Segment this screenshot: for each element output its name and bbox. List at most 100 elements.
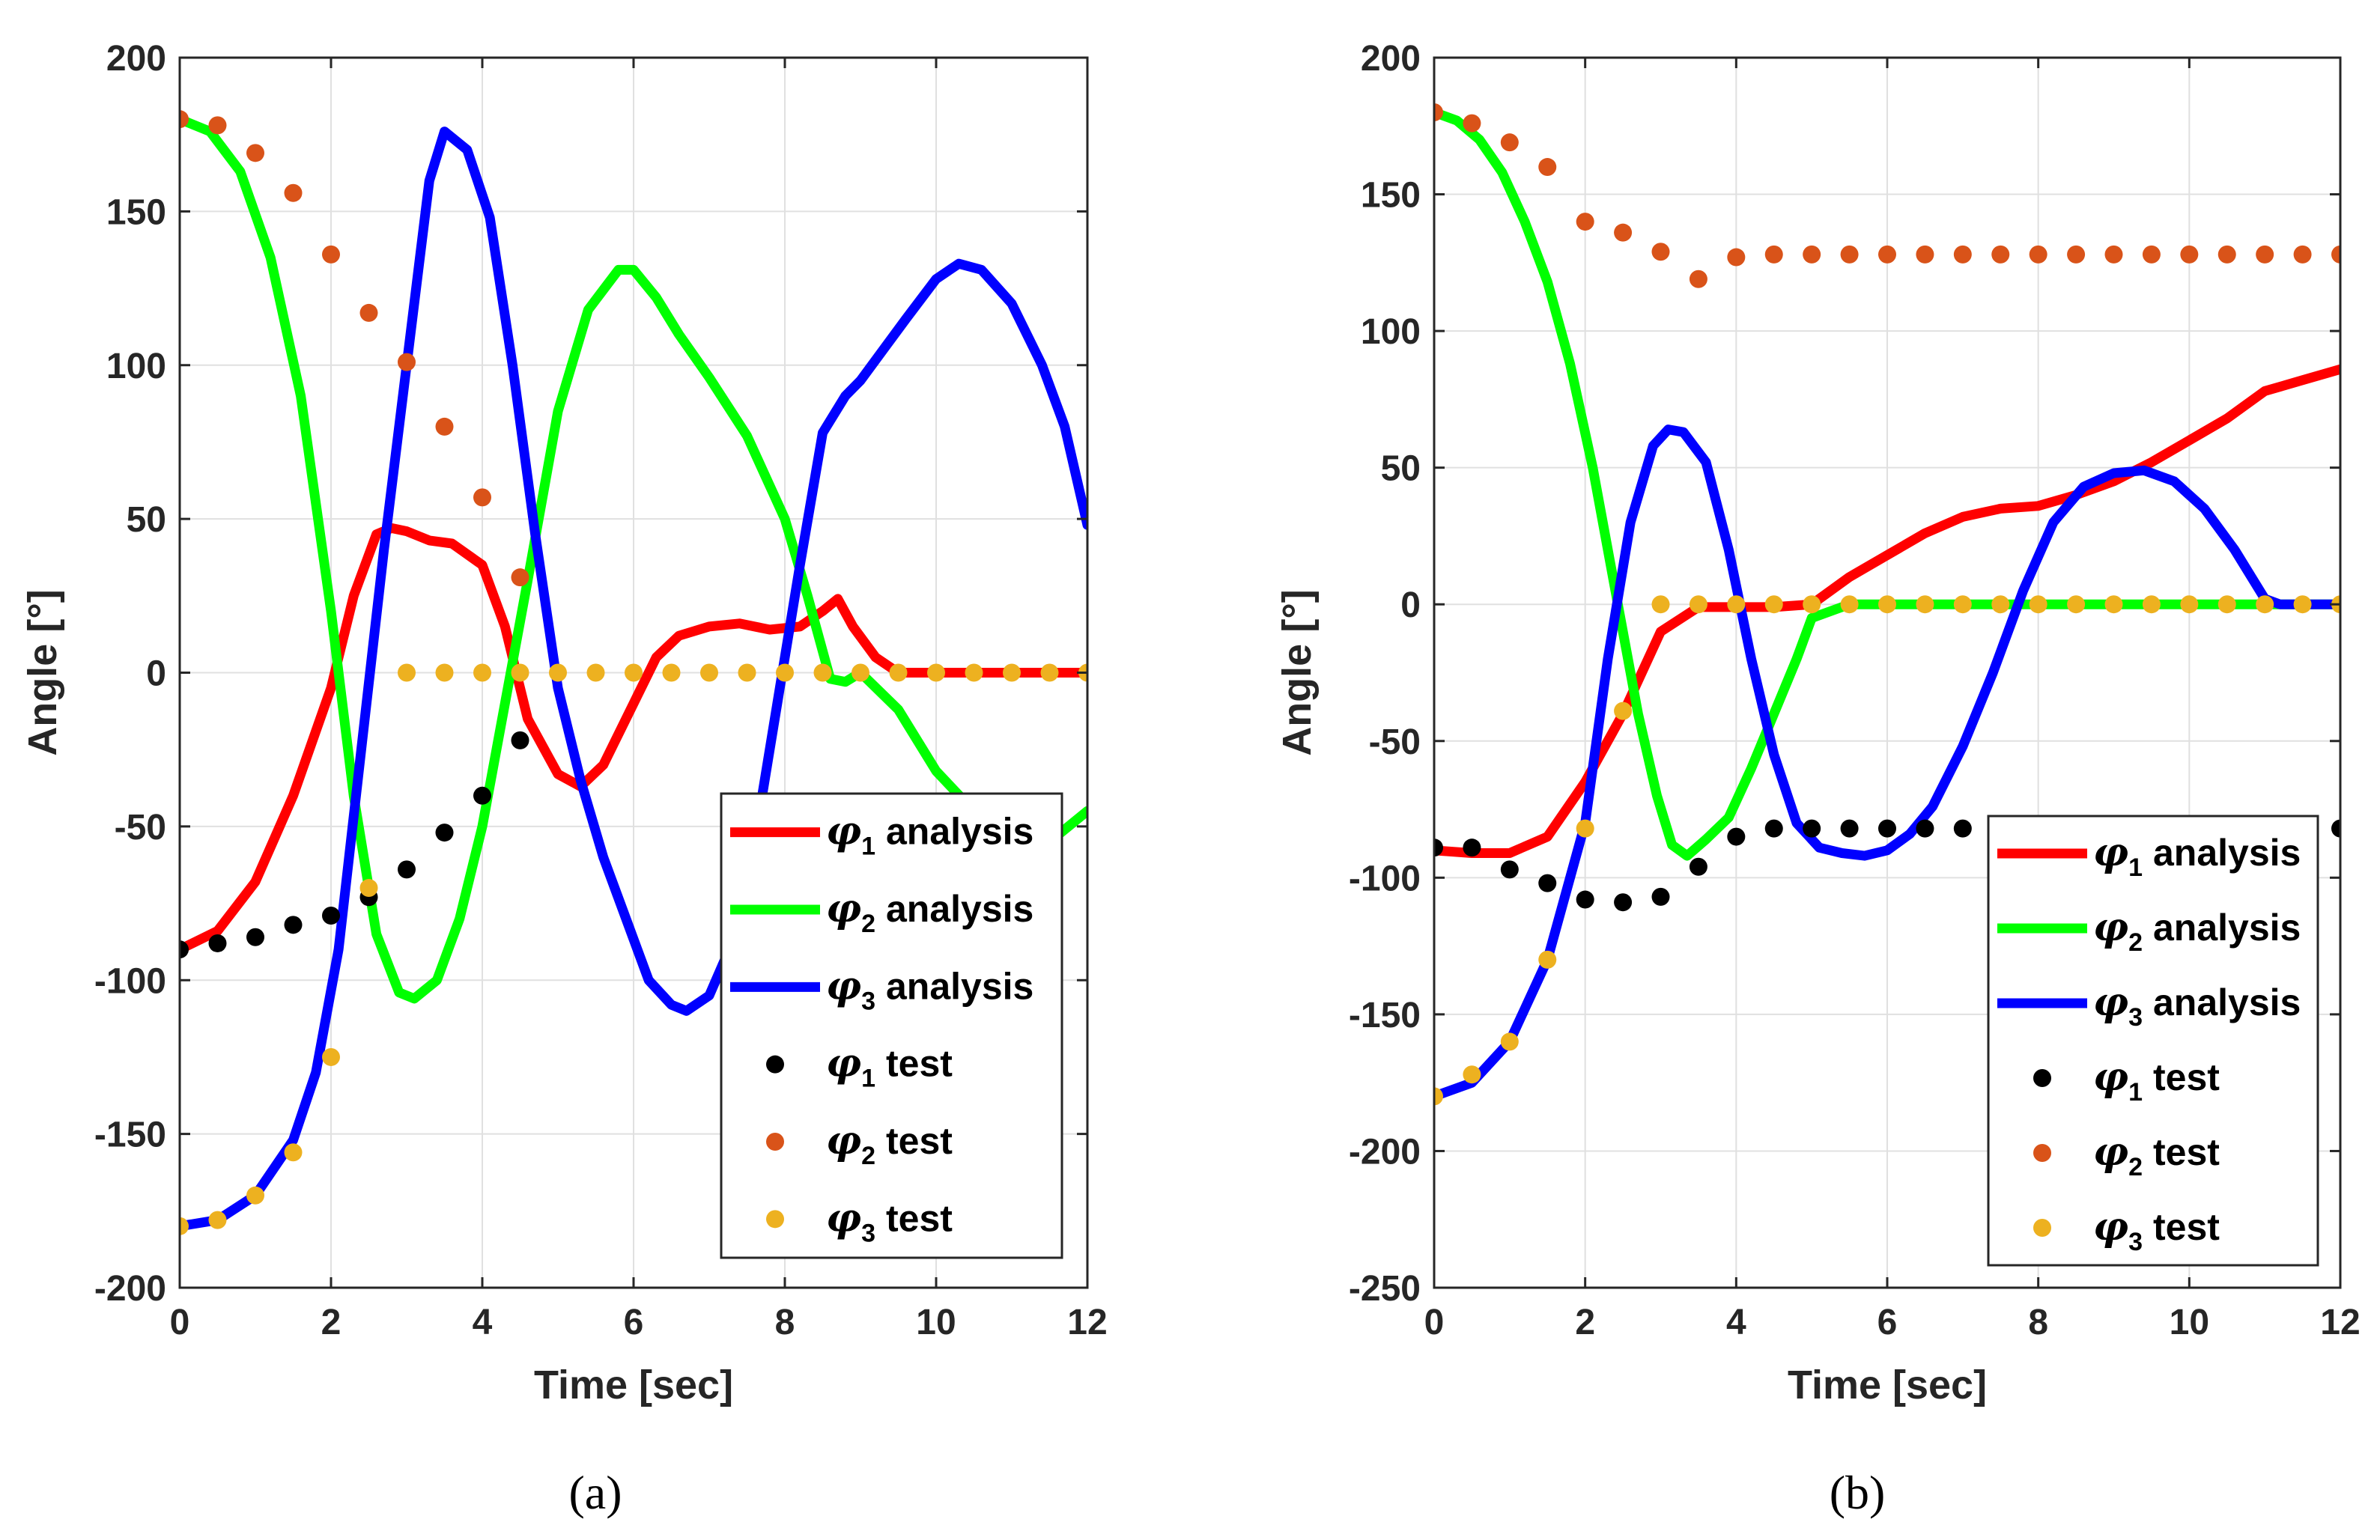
data-point-φ3-test <box>2293 595 2312 614</box>
legend-label: φ3 test <box>826 1195 953 1247</box>
data-point-φ3-test <box>284 1143 303 1162</box>
data-point-φ3-test <box>322 1047 340 1066</box>
y-tick-label: -100 <box>1349 859 1421 898</box>
data-point-φ1-test <box>1803 819 1821 838</box>
series-line-φ1-analysis <box>1434 364 2340 858</box>
x-tick-label: 6 <box>1877 1303 1898 1342</box>
y-axis-label: Angle [°] <box>20 589 65 756</box>
data-point-φ3-test <box>2067 595 2086 614</box>
legend-label: φ2 analysis <box>826 886 1033 938</box>
data-point-φ2-test <box>1803 245 1821 264</box>
subfigure-caption: (a) <box>568 1466 622 1519</box>
legend-marker-φ1-test <box>766 1055 784 1074</box>
data-point-φ1-test <box>208 934 227 952</box>
chart-panel-a: 0 2 4 6 8 10 12 -200 -150 -100 -50 0 50 100 150 200 Time… <box>20 39 1108 1519</box>
data-point-φ2-test <box>398 353 416 371</box>
data-point-φ3-test <box>1991 595 2010 614</box>
legend-label: φ1 test <box>2093 1054 2220 1107</box>
data-point-φ2-test <box>2142 245 2161 264</box>
data-point-φ3-test <box>473 663 491 682</box>
data-point-φ2-test <box>208 116 227 135</box>
legend-marker-φ3-test <box>2033 1219 2051 1237</box>
data-point-φ2-test <box>322 245 340 264</box>
data-layer <box>180 110 1087 1235</box>
legend-box <box>1987 815 2319 1267</box>
data-point-φ3-test <box>1651 595 1670 614</box>
y-tick-label: -200 <box>1349 1132 1421 1172</box>
data-point-φ2-test <box>1576 213 1594 231</box>
data-point-φ3-test <box>511 663 529 682</box>
legend-marker-φ1-test <box>2033 1069 2051 1087</box>
data-point-φ2-test <box>2217 245 2236 264</box>
data-point-φ3-test <box>1500 1032 1519 1051</box>
data-point-φ3-test <box>2104 595 2123 614</box>
series-line-φ2-analysis <box>180 114 1087 1004</box>
data-point-φ3-test <box>246 1186 264 1205</box>
data-point-φ3-test <box>1538 950 1557 969</box>
y-tick-label: -150 <box>94 1116 166 1155</box>
data-point-φ2-test <box>2029 245 2047 264</box>
legend-label: φ3 analysis <box>826 963 1033 1015</box>
y-tick-label: 0 <box>1400 585 1421 625</box>
x-tick-label: 2 <box>321 1303 341 1342</box>
x-tick-label: 4 <box>473 1303 493 1342</box>
x-tick-label: 10 <box>2170 1303 2209 1342</box>
data-point-φ3-test <box>1840 595 1859 614</box>
data-point-φ1-test <box>1434 839 1443 857</box>
data-point-φ3-test <box>738 663 756 682</box>
data-point-φ2-test <box>2104 245 2123 264</box>
y-tick-label: 100 <box>106 347 166 386</box>
data-point-φ1-test <box>1538 874 1557 892</box>
y-tick-label: 50 <box>1381 449 1421 489</box>
data-point-φ3-test <box>398 663 416 682</box>
data-point-φ1-test <box>1840 819 1859 838</box>
data-point-φ2-test <box>2180 245 2199 264</box>
data-point-φ3-test <box>549 663 567 682</box>
data-point-φ1-test <box>1878 819 1896 838</box>
data-point-φ1-test <box>398 860 416 879</box>
data-point-φ3-test <box>1953 595 1972 614</box>
subfigure-caption: (b) <box>1830 1466 1886 1519</box>
data-point-φ3-test <box>2217 595 2236 614</box>
legend-box <box>720 792 1063 1259</box>
data-point-φ3-test <box>586 663 605 682</box>
x-axis-label: Time [sec] <box>1788 1363 1987 1407</box>
x-tick-label: 0 <box>170 1303 190 1342</box>
series-line-φ3-analysis <box>1434 424 2340 1101</box>
data-point-φ2-test <box>180 110 189 129</box>
y-tick-label: 0 <box>146 654 166 694</box>
x-tick-label: 4 <box>1726 1303 1746 1342</box>
data-point-φ2-test <box>359 303 378 322</box>
data-point-φ3-test <box>625 663 643 682</box>
y-tick-label: -50 <box>1369 722 1421 762</box>
data-point-φ1-test <box>1576 890 1594 909</box>
legend-label: φ2 analysis <box>2093 904 2301 957</box>
data-point-φ2-test <box>1953 245 1972 264</box>
legend-marker-φ2-test <box>2033 1144 2051 1162</box>
legend: φ1 analysis φ2 analysis φ3 analysis φ1 test φ2 te… <box>720 792 1063 1259</box>
data-point-φ2-test <box>1764 245 1783 264</box>
x-tick-label: 12 <box>2320 1303 2360 1342</box>
x-tick-label: 0 <box>1424 1303 1445 1342</box>
data-point-φ2-test <box>1840 245 1859 264</box>
legend-label: φ1 analysis <box>826 809 1033 861</box>
data-point-φ1-test <box>322 906 340 925</box>
data-point-φ1-test <box>180 940 189 959</box>
legend-marker-φ2-test <box>766 1133 784 1151</box>
data-point-φ3-test <box>662 663 681 682</box>
data-point-φ2-test <box>2331 245 2340 264</box>
data-point-φ2-test <box>1689 270 1707 288</box>
legend: φ1 analysis φ2 analysis φ3 analysis φ1 test φ2 te… <box>1987 815 2319 1267</box>
data-point-φ2-test <box>473 488 491 507</box>
data-point-φ3-test <box>1614 701 1633 720</box>
data-point-φ1-test <box>1651 887 1670 906</box>
data-point-φ2-test <box>1434 103 1443 122</box>
data-point-φ1-test <box>284 916 303 934</box>
series-line-φ1-analysis <box>180 523 1087 955</box>
chart-panel-b: 0 2 4 6 8 10 12 -250 -200 -150 -100 -50 0 50 100 150 200… <box>1275 39 2361 1519</box>
data-point-φ2-test <box>1614 223 1633 242</box>
data-point-φ3-test <box>1916 595 1934 614</box>
data-point-φ2-test <box>1538 158 1557 177</box>
data-point-φ3-test <box>1727 595 1746 614</box>
